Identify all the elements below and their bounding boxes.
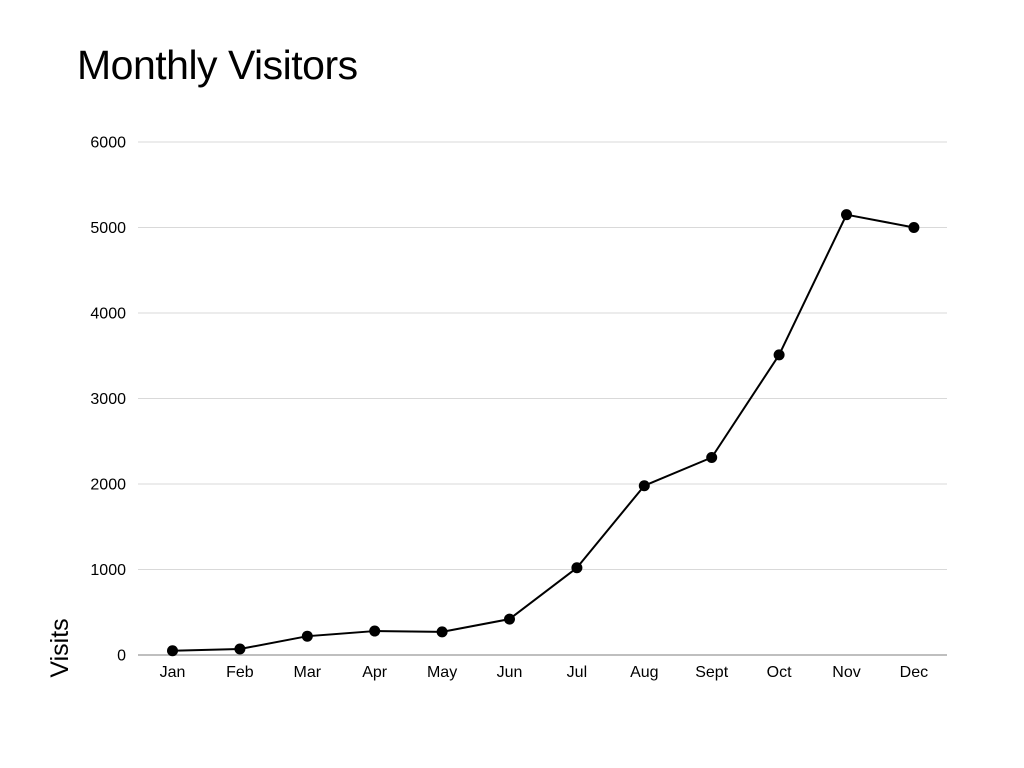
series-line [172, 213, 915, 652]
gridlines [138, 141, 947, 570]
y-axis-title: Visits [46, 618, 74, 677]
y-tick-label: 4000 [90, 306, 126, 323]
y-tick-label: 0 [117, 648, 126, 665]
x-tick-label: Feb [226, 664, 254, 681]
data-point [504, 613, 515, 625]
data-point [436, 626, 448, 638]
x-tick-labels: Jan Feb Mar Apr May Jun Jul Aug Sept Oct Nov Dec [160, 664, 929, 681]
x-tick-label: Jun [497, 664, 523, 681]
x-tick-label: Oct [767, 664, 792, 681]
x-tick-label: Nov [832, 664, 860, 681]
x-tick-label: Sept [695, 664, 728, 681]
chart-title: Monthly Visitors [77, 42, 358, 88]
x-tick-label: Mar [294, 664, 322, 681]
data-point [638, 480, 650, 492]
y-tick-label: 1000 [90, 562, 126, 579]
x-tick-label: May [427, 664, 457, 681]
x-tick-label: Aug [630, 664, 658, 681]
x-tick-label: Apr [362, 664, 388, 681]
data-point [773, 349, 785, 361]
y-tick-label: 3000 [90, 391, 126, 408]
x-tick-label: Dec [900, 664, 928, 681]
y-tick-label: 5000 [90, 220, 126, 237]
data-point [841, 209, 852, 221]
data-point [369, 625, 381, 637]
x-tick-label: Jul [567, 664, 587, 681]
data-point [301, 630, 313, 642]
y-tick-label: 2000 [90, 477, 126, 494]
data-point [908, 222, 920, 233]
data-point [167, 645, 178, 657]
series [167, 209, 920, 657]
data-point [234, 643, 246, 655]
y-tick-label: 6000 [90, 135, 126, 152]
x-tick-label: Jan [160, 664, 186, 681]
data-point [706, 451, 718, 463]
y-tick-labels: 0 1000 2000 3000 4000 5000 6000 [90, 135, 126, 665]
data-point [571, 562, 583, 574]
